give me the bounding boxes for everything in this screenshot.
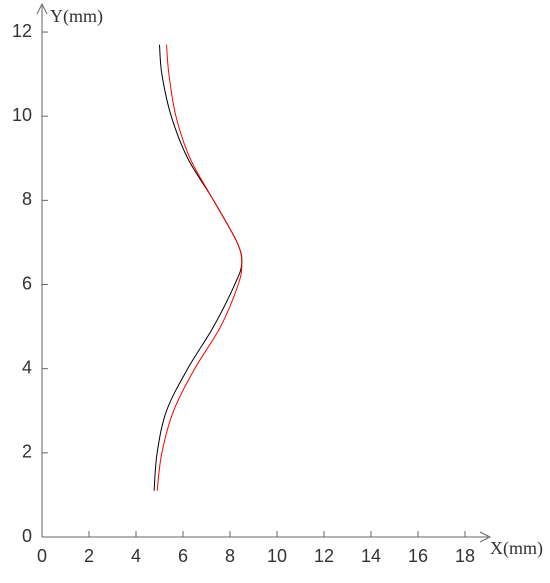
x-tick-label: 0 [37, 546, 47, 566]
y-tick-label: 0 [22, 526, 32, 546]
x-tick-label: 18 [455, 546, 475, 566]
y-tick-label: 6 [22, 273, 32, 293]
x-axis-label: X(mm) [490, 538, 543, 559]
x-tick-label: 14 [361, 546, 381, 566]
y-tick-label: 8 [22, 189, 32, 209]
y-tick-label: 10 [12, 105, 32, 125]
x-tick-label: 2 [84, 546, 94, 566]
x-tick-label: 12 [314, 546, 334, 566]
x-tick-label: 6 [178, 546, 188, 566]
y-tick-label: 12 [12, 21, 32, 41]
x-tick-label: 8 [225, 546, 235, 566]
x-tick-label: 10 [267, 546, 287, 566]
y-tick-label: 4 [22, 357, 32, 377]
x-tick-label: 16 [408, 546, 428, 566]
y-axis-label: Y(mm) [50, 6, 103, 27]
x-arrow [479, 531, 492, 543]
curve [156, 44, 243, 491]
y-tick-label: 2 [22, 442, 32, 462]
curve [153, 44, 243, 491]
x-tick-label: 4 [131, 546, 141, 566]
y-arrow [36, 2, 48, 15]
